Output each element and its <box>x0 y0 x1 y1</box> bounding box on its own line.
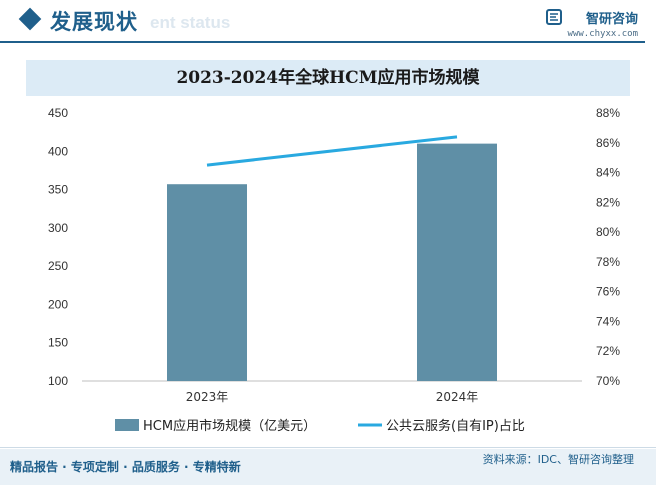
y-left-tick-label: 400 <box>48 144 68 158</box>
y-right-tick-label: 70% <box>596 374 620 388</box>
series-line <box>206 135 458 167</box>
footer-divider <box>0 447 656 448</box>
chart-title: 2023-2024年全球HCM应用市场规模 <box>176 68 480 88</box>
brand-url: www.chyxx.com <box>567 29 638 39</box>
legend-label-bar: HCM应用市场规模（亿美元） <box>143 418 316 434</box>
header-title: 发展现状 <box>50 10 138 34</box>
chyxx-logo-icon <box>546 9 562 25</box>
header-divider <box>0 41 645 43</box>
y-left-tick-label: 300 <box>48 221 68 235</box>
brand-name: 智研咨询 <box>585 12 638 27</box>
y-left-tick-label: 450 <box>48 106 68 120</box>
y-left-tick-label: 100 <box>48 374 68 388</box>
header-ghost-text: ent status <box>150 13 231 32</box>
brand: 智研咨询 www.chyxx.com <box>518 7 638 43</box>
legend-swatch-bar <box>115 419 139 431</box>
y-right-tick-label: 76% <box>596 285 620 299</box>
y-right-tick-label: 72% <box>596 344 620 358</box>
bar <box>417 143 497 381</box>
footer-tagline: 精品报告 · 专项定制 · 品质服务 · 专精特新 <box>10 460 241 474</box>
chart-title-band: 2023-2024年全球HCM应用市场规模 <box>26 60 630 96</box>
footer-band <box>0 449 656 485</box>
y-left-tick-label: 200 <box>48 297 68 311</box>
y-left-tick-label: 350 <box>48 183 68 197</box>
x-tick-label: 2023年 <box>186 390 229 404</box>
x-tick-label: 2024年 <box>436 390 479 404</box>
legend-label-line: 公共云服务(自有IP)占比 <box>386 418 525 434</box>
y-left-tick-label: 150 <box>48 336 68 350</box>
source-note: 资料来源：IDC、智研咨询整理 <box>482 453 634 466</box>
header: ent status 发展现状 智研咨询 www.chyxx.com <box>0 0 656 44</box>
y-right-tick-label: 86% <box>596 136 620 150</box>
y-right-tick-label: 82% <box>596 195 620 209</box>
bar <box>167 184 247 381</box>
y-right-tick-label: 74% <box>596 314 620 328</box>
y-left-tick-label: 250 <box>48 259 68 273</box>
y-right-tick-label: 88% <box>596 106 620 120</box>
y-right-tick-label: 84% <box>596 166 620 180</box>
y-right-tick-label: 80% <box>596 225 620 239</box>
y-right-tick-label: 78% <box>596 255 620 269</box>
